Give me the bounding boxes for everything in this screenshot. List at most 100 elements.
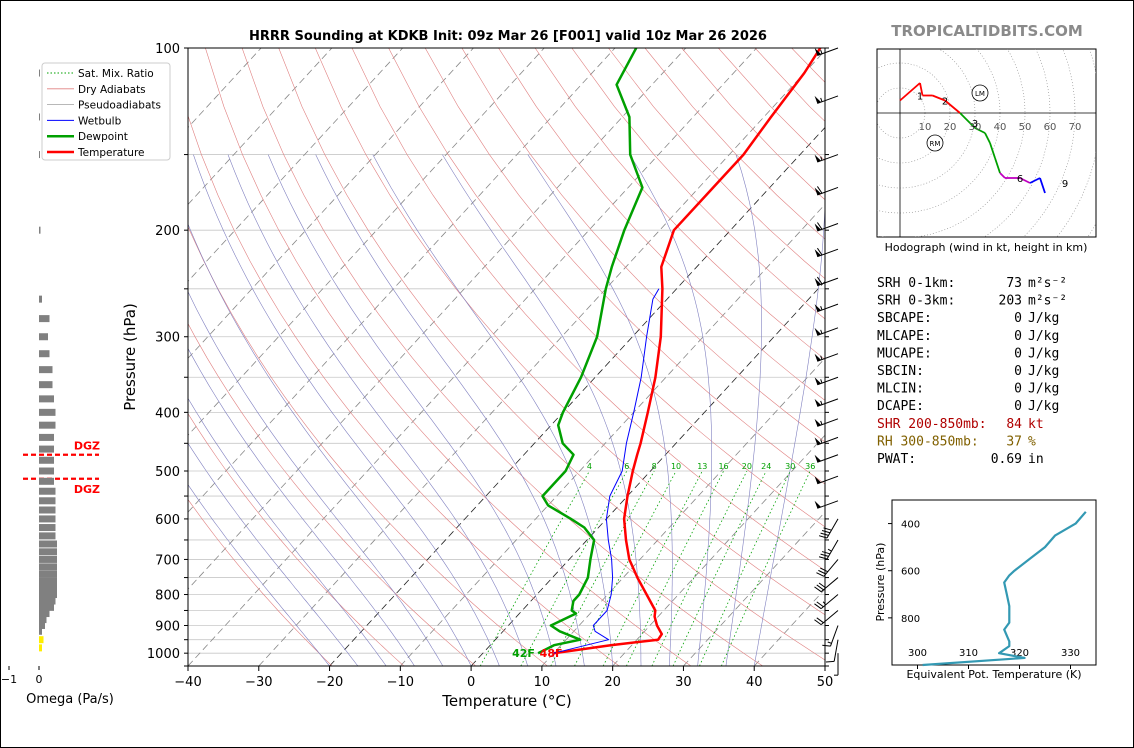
- mixing-ratio-label: 4: [587, 462, 592, 471]
- legend-label: Dry Adiabats: [78, 84, 146, 96]
- barb-staff: [817, 223, 839, 232]
- barb-full: [818, 569, 827, 575]
- wind-barb: [814, 577, 839, 593]
- hodograph-ring-label: 40: [994, 122, 1007, 133]
- isotherm: [188, 48, 687, 590]
- skewt-axes: −40 −30 −20 −10 0 10 20 30 40 50 100 200 300 400 500 60…: [147, 42, 833, 690]
- dry-adiabat: [351, 48, 825, 571]
- mixing-ratio-line: [672, 470, 767, 666]
- barb-full: [816, 572, 825, 577]
- barb-staff: [817, 186, 839, 196]
- y-axis-label: Pressure (hPa): [121, 303, 139, 411]
- barb-flag: [814, 398, 822, 407]
- parameter-unit: J/kg: [1028, 382, 1059, 397]
- omega-bar: [39, 591, 57, 599]
- isotherm: [188, 48, 616, 513]
- omega-bar: [39, 350, 50, 358]
- dry-adiabat: [188, 413, 405, 666]
- parameter-label: SRH 0-3km:: [877, 294, 955, 309]
- wind-barb: [814, 475, 839, 485]
- omega-bar: [39, 636, 44, 644]
- mixing-ratio-label: 20: [742, 462, 752, 471]
- omega-bar: [39, 421, 56, 429]
- wind-barb: [816, 559, 839, 577]
- wind-barb: [822, 625, 839, 647]
- omega-bar: [39, 515, 56, 523]
- parameter-label: DCAPE:: [877, 399, 924, 414]
- wind-barb: [814, 276, 839, 287]
- legend-label: Pseudoadiabats: [78, 100, 161, 112]
- moist-adiabat: [188, 442, 359, 666]
- omega-bar: [39, 477, 54, 485]
- omega-bar: [39, 506, 56, 514]
- omega-bar: [39, 408, 56, 416]
- x-tick-label: 10: [534, 675, 551, 690]
- parameter-label: SBCIN:: [877, 364, 924, 379]
- hodograph-motion-marker: [926, 134, 944, 152]
- barb-staff: [817, 500, 839, 509]
- barb-staff: [817, 248, 839, 258]
- parameter-label: SRH 0-1km:: [877, 276, 955, 291]
- omega-bar: [39, 597, 56, 605]
- barb-half: [820, 400, 823, 405]
- omega-bar: [39, 151, 40, 159]
- barb-staff: [817, 398, 839, 407]
- barb-full: [822, 644, 831, 647]
- theta-e-y-tick-label: 600: [901, 567, 920, 578]
- skewt-annotations: 42F 48F DGZ DGZ: [23, 440, 563, 660]
- hodograph-segment: [959, 112, 971, 124]
- legend-label: Dewpoint: [78, 131, 128, 143]
- wind-barb: [818, 518, 839, 539]
- omega-bar: [39, 226, 41, 234]
- parameter-value: 73: [1006, 276, 1022, 291]
- omega-bar: [39, 497, 56, 505]
- chart-title: HRRR Sounding at KDKB Init: 09z Mar 26 […: [249, 29, 767, 44]
- parameter-unit: J/kg: [1028, 346, 1059, 361]
- y-tick-label: 700: [155, 553, 180, 568]
- wind-barb: [814, 418, 839, 427]
- hodograph-ring-label: 60: [1044, 122, 1057, 133]
- barb-full: [816, 617, 824, 624]
- omega-bar: [39, 577, 57, 585]
- omega-bar: [39, 487, 56, 495]
- isotherm: [188, 48, 474, 359]
- mixing-ratio-label: 24: [761, 462, 771, 471]
- mixing-ratio-label: 6: [624, 462, 629, 471]
- omega-bar: [39, 532, 56, 540]
- mixing-ratio-line: [721, 470, 811, 666]
- hodograph-segment: [932, 94, 946, 102]
- series-dewpoint: [537, 48, 644, 655]
- hodograph-ring-label: 50: [1019, 122, 1032, 133]
- moist-adiabat: [629, 154, 712, 666]
- hodograph-height-label: 9: [1062, 179, 1068, 190]
- series-wetbulb: [553, 288, 660, 654]
- y-tick-label: 600: [155, 513, 180, 528]
- theta-e-profile: [922, 511, 1087, 667]
- x-tick-label: 0: [467, 675, 475, 690]
- omega-panel: 0−1−2: [1, 69, 57, 686]
- omega-bar: [39, 548, 57, 556]
- barb-half: [827, 641, 832, 644]
- isotherm: [188, 48, 757, 666]
- omega-bar: [39, 315, 50, 323]
- moist-adiabat: [267, 154, 557, 666]
- barb-flag: [814, 249, 822, 257]
- hodograph-ring-label: 30: [969, 122, 982, 133]
- omega-tick-label: 0: [36, 673, 43, 686]
- hodograph-segment: [989, 142, 996, 159]
- surface-dewpoint-label: 42F: [512, 647, 535, 660]
- series-temperature: [553, 48, 822, 655]
- legend-label: Sat. Mix. Ratio: [78, 68, 154, 80]
- hodograph-marker-label: LM: [975, 90, 985, 98]
- parameter-value: 0: [1014, 364, 1022, 379]
- wind-barb: [825, 639, 839, 663]
- mixing-ratio-line: [550, 470, 655, 666]
- barb-staff: [826, 539, 839, 560]
- parameter-table: SRH 0-1km: 73 m²s⁻² SRH 0-3km: 203 m²s⁻² SBCAP…: [877, 276, 1067, 467]
- omega-bar: [39, 113, 40, 121]
- barb-flag: [814, 353, 822, 362]
- hodograph-segment: [984, 132, 991, 144]
- barb-full: [821, 551, 831, 555]
- barb-full: [816, 186, 823, 194]
- x-tick-label: −10: [387, 675, 414, 690]
